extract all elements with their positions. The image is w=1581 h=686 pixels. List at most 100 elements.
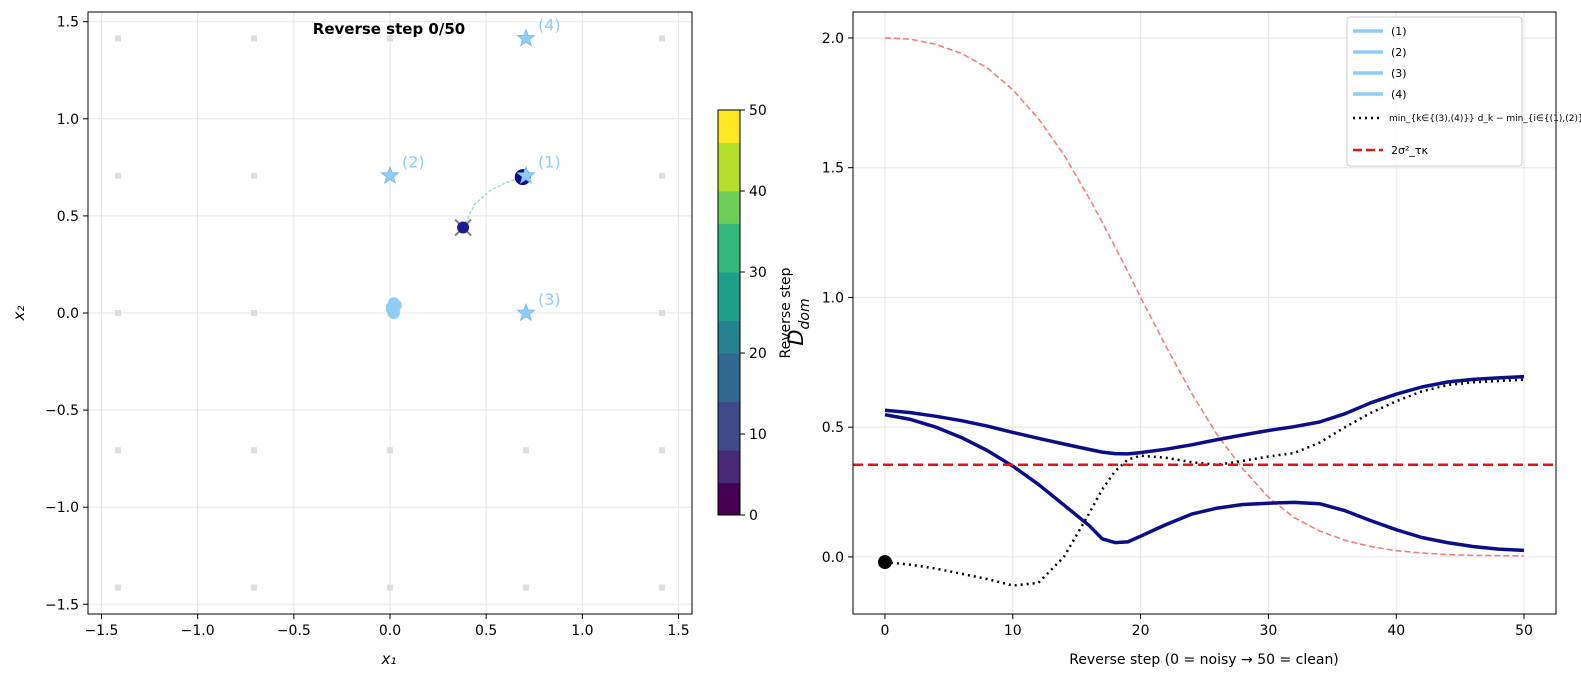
right-y-tick-label: 1.0 [822, 290, 844, 306]
left-y-tick-label: 1.5 [57, 15, 79, 31]
trajectory-path [462, 176, 523, 228]
lattice-point [387, 35, 393, 42]
colorbar-bands [718, 110, 740, 516]
lower-series-line [884, 412, 1525, 553]
left-y-tick-label: 1.0 [57, 112, 79, 128]
trajectory [454, 169, 531, 237]
cluster-point [385, 303, 398, 316]
lattice-point [251, 584, 258, 591]
colorbar-tick-label: 50 [749, 103, 767, 119]
right-x-axis-label: Reverse step (0 = noisy → 50 = clean) [1069, 652, 1339, 668]
colorbar-band [718, 207, 740, 224]
right-y-ticks: 0.0 0.5 1.0 1.5 2.0 [822, 31, 853, 566]
colorbar-tick-label: 20 [749, 346, 767, 362]
left-title: Reverse step 0/50 [313, 20, 465, 38]
left-x-tick-label: 1.5 [667, 623, 689, 639]
legend-label-1: (1) [1391, 25, 1407, 38]
colorbar-band [718, 158, 740, 176]
colorbar-label: Reverse step [778, 267, 794, 358]
lattice-point [658, 447, 665, 454]
left-x-axis-label: x₁ [381, 650, 397, 668]
lattice-point [522, 447, 529, 454]
target-stars: (1) (2) (3) (4) [380, 15, 561, 322]
lattice-point [115, 447, 122, 454]
left-y-tick-label: −1.0 [45, 500, 79, 516]
lattice-point [251, 172, 258, 179]
colorbar-band [718, 385, 740, 403]
colorbar-band [718, 482, 740, 500]
left-y-tick-label: −0.5 [45, 403, 79, 419]
left-y-ticks: −1.5 −1.0 −0.5 0.0 0.5 1.0 1.5 [45, 15, 88, 613]
right-y-axis-label: Ddom [784, 298, 813, 345]
right-y-tick-label: 2.0 [822, 31, 844, 47]
colorbar-band [718, 304, 740, 322]
scatter-panel: (1) (2) (3) (4) −1.5 −1.0 −0.5 0.0 0.5 1.0 1.5 −1… [10, 11, 693, 668]
line-panel: 0 10 20 30 40 50 0.0 0.5 1.0 1.5 2.0 Reverse step… [784, 11, 1581, 668]
right-x-tick-label: 50 [1515, 623, 1533, 639]
colorbar-band [718, 223, 740, 241]
right-plot-frame [852, 11, 1557, 615]
colorbar-band [718, 498, 740, 516]
colorbar-band [718, 434, 740, 451]
lattice-point [387, 584, 393, 591]
colorbar-band [718, 369, 740, 386]
left-x-tick-label: −0.5 [277, 623, 311, 639]
right-gridlines [853, 12, 1556, 614]
left-x-tick-label: 0.5 [475, 623, 497, 639]
right-y-tick-label: 0.5 [822, 420, 844, 436]
colorbar-band [718, 255, 740, 273]
target-star-icon [516, 302, 536, 322]
legend: (1) (2) (3) (4) min_{k∈{(3),(4)}} d_k − … [1346, 16, 1581, 167]
lattice-point [115, 172, 122, 179]
colorbar: 0 10 20 30 40 50 Reverse step [717, 103, 794, 524]
target-star-icon [380, 165, 400, 184]
lattice-point [658, 310, 665, 316]
colorbar-band [718, 272, 740, 289]
cluster-points [385, 297, 402, 319]
colorbar-frame [717, 109, 741, 516]
right-x-tick-label: 0 [880, 623, 889, 639]
lattice-point [658, 584, 665, 591]
left-x-ticks: −1.5 −1.0 −0.5 0.0 0.5 1.0 1.5 [84, 614, 690, 639]
right-y-tick-label: 1.5 [822, 161, 844, 177]
right-x-tick-label: 40 [1387, 623, 1405, 639]
lattice-point [115, 35, 122, 42]
left-x-tick-label: 0.0 [379, 623, 401, 639]
colorbar-band [718, 320, 740, 338]
target-star-icon [516, 165, 536, 184]
kappa-series-line [884, 37, 1525, 557]
colorbar-band [718, 239, 740, 257]
right-y-tick-label: 0.0 [822, 550, 844, 566]
right-x-tick-label: 30 [1259, 623, 1277, 639]
colorbar-band [718, 401, 740, 419]
legend-label-3: (3) [1391, 67, 1407, 80]
left-x-tick-label: −1.0 [181, 623, 215, 639]
colorbar-band [718, 191, 740, 208]
colorbar-tick-label: 10 [749, 427, 767, 443]
lattice-point [251, 447, 258, 454]
lattice-point [251, 310, 258, 316]
lattice-point [115, 310, 122, 316]
left-x-tick-label: −1.5 [84, 623, 118, 639]
legend-label-4: (4) [1391, 88, 1407, 101]
legend-label-5: min_{k∈{(3),(4)}} d_k − min_{i∈{(1),(2)}… [1389, 114, 1581, 124]
colorbar-band [718, 353, 740, 370]
colorbar-band [718, 174, 740, 192]
target-label: (3) [538, 290, 561, 309]
lattice-point [387, 447, 393, 454]
legend-box [1346, 16, 1523, 167]
lattice-point [658, 172, 665, 179]
left-y-tick-label: −1.5 [45, 597, 79, 613]
colorbar-band [718, 466, 740, 484]
series-lines [853, 37, 1556, 587]
right-x-ticks: 0 10 20 30 40 50 [880, 614, 1533, 639]
target-star-icon [516, 28, 536, 47]
left-y-tick-label: 0.0 [57, 306, 79, 322]
legend-label-6: 2σ²_τκ [1391, 144, 1429, 157]
target-label: (2) [402, 153, 425, 172]
colorbar-band [718, 450, 740, 467]
colorbar-tick-label: 40 [749, 184, 767, 200]
right-x-tick-label: 10 [1004, 623, 1022, 639]
left-y-tick-label: 0.5 [57, 209, 79, 225]
